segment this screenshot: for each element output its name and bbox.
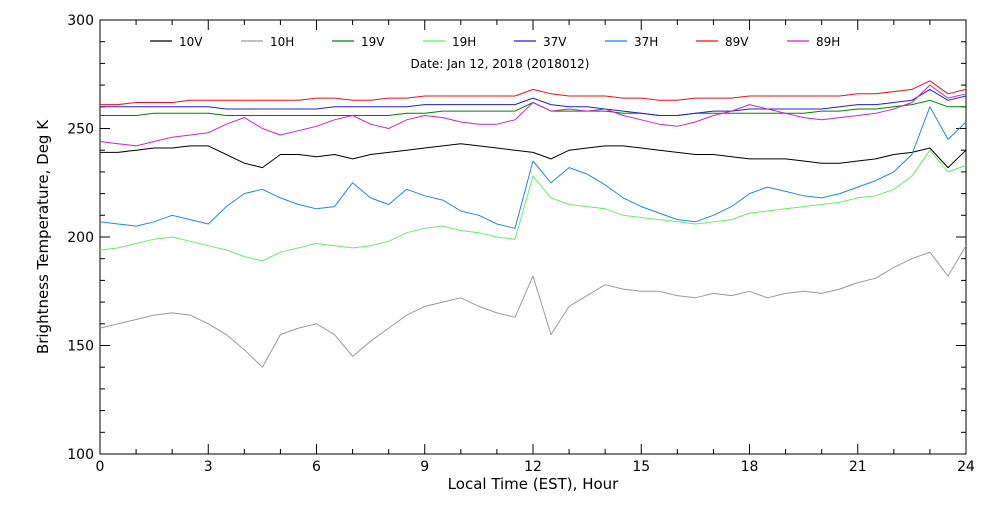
legend-label-10v: 10V: [179, 35, 203, 49]
series-line-89v: [100, 80, 967, 106]
y-tick-label: 300: [67, 13, 94, 29]
series-line-10h: [99, 245, 967, 368]
legend-label-37h: 37H: [634, 35, 658, 49]
plot-frame: [99, 19, 967, 455]
y-tick-label: 100: [67, 447, 94, 463]
x-tick-label: 21: [849, 459, 867, 475]
legend-label-19v: 19V: [361, 35, 385, 49]
x-tick-label: 6: [312, 459, 321, 475]
x-tick-label: 0: [96, 459, 105, 475]
x-tick-label: 15: [632, 459, 650, 475]
x-tick-label: 12: [524, 459, 542, 475]
axis-ticks: 0 3 6 9 12 15 18 21 24 100 150 200 250 300: [67, 13, 975, 475]
series-line-37h: [99, 106, 967, 229]
legend-label-19h: 19H: [452, 35, 476, 49]
series-line-19h: [99, 149, 967, 262]
legend-label-37v: 37V: [543, 35, 567, 49]
legend-label-89h: 89H: [816, 35, 840, 49]
y-tick-label: 250: [67, 122, 94, 138]
legend-label-89v: 89V: [725, 35, 749, 49]
series-line-10v: [100, 143, 967, 169]
chart-subtitle: Date: Jan 12, 2018 (2018012): [411, 57, 590, 71]
x-tick-label: 3: [204, 459, 213, 475]
y-axis-title: Brightness Temperature, Deg K: [34, 119, 52, 354]
y-tick-label: 200: [67, 230, 94, 246]
x-tick-label: 24: [957, 459, 975, 475]
series-line-37v: [100, 88, 967, 116]
x-axis-title: Local Time (EST), Hour: [448, 475, 619, 493]
series-lines: [99, 80, 967, 368]
y-tick-label: 150: [67, 339, 94, 355]
legend: 10V 10H 19V 19H 37V 37H 89V 89H: [150, 35, 840, 49]
x-tick-label: 9: [420, 459, 429, 475]
x-tick-label: 18: [741, 459, 759, 475]
series-line-89h: [99, 84, 967, 147]
legend-label-10h: 10H: [270, 35, 294, 49]
